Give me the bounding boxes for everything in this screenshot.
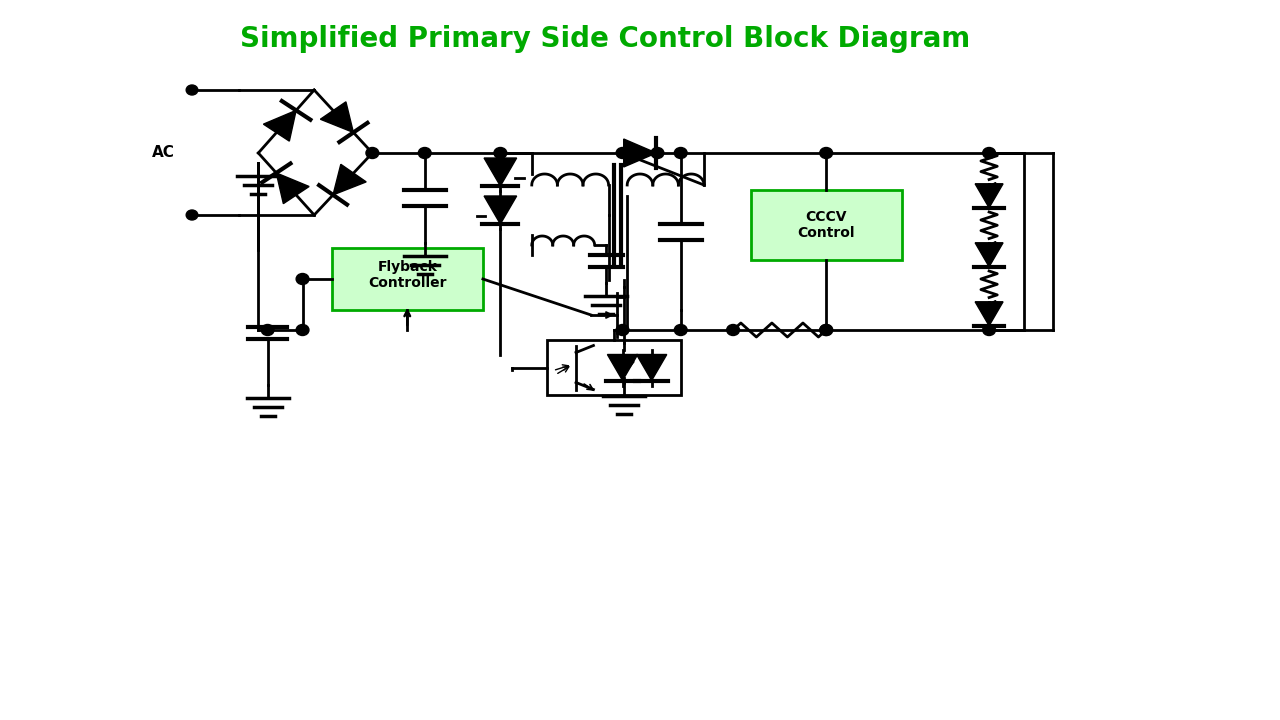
Circle shape (296, 325, 308, 336)
FancyBboxPatch shape (547, 340, 681, 395)
Circle shape (296, 274, 308, 284)
Circle shape (983, 148, 996, 158)
Polygon shape (484, 158, 517, 186)
Polygon shape (975, 184, 1004, 208)
Circle shape (819, 325, 832, 336)
Circle shape (727, 325, 740, 336)
Circle shape (652, 148, 664, 158)
Circle shape (983, 325, 996, 336)
Polygon shape (333, 164, 366, 195)
FancyBboxPatch shape (332, 248, 483, 310)
Circle shape (675, 325, 687, 336)
Circle shape (616, 148, 628, 158)
Text: Simplified Primary Side Control Block Diagram: Simplified Primary Side Control Block Di… (239, 25, 970, 53)
FancyBboxPatch shape (750, 190, 902, 260)
Polygon shape (975, 243, 1004, 267)
Circle shape (494, 148, 507, 158)
Polygon shape (484, 196, 517, 224)
Polygon shape (623, 139, 657, 167)
Polygon shape (276, 173, 308, 204)
Polygon shape (608, 354, 637, 380)
Circle shape (186, 210, 198, 220)
Text: CCCV
Control: CCCV Control (797, 210, 855, 240)
Circle shape (819, 325, 832, 336)
Circle shape (419, 148, 431, 158)
Circle shape (261, 325, 274, 336)
Circle shape (819, 148, 832, 158)
Polygon shape (320, 102, 353, 132)
Circle shape (675, 148, 687, 158)
Text: AC: AC (151, 145, 174, 160)
Circle shape (186, 85, 198, 95)
Circle shape (616, 325, 628, 336)
Text: Flyback
Controller: Flyback Controller (369, 260, 447, 290)
Polygon shape (636, 354, 667, 380)
Polygon shape (264, 110, 296, 141)
Circle shape (366, 148, 379, 158)
Polygon shape (975, 302, 1004, 325)
